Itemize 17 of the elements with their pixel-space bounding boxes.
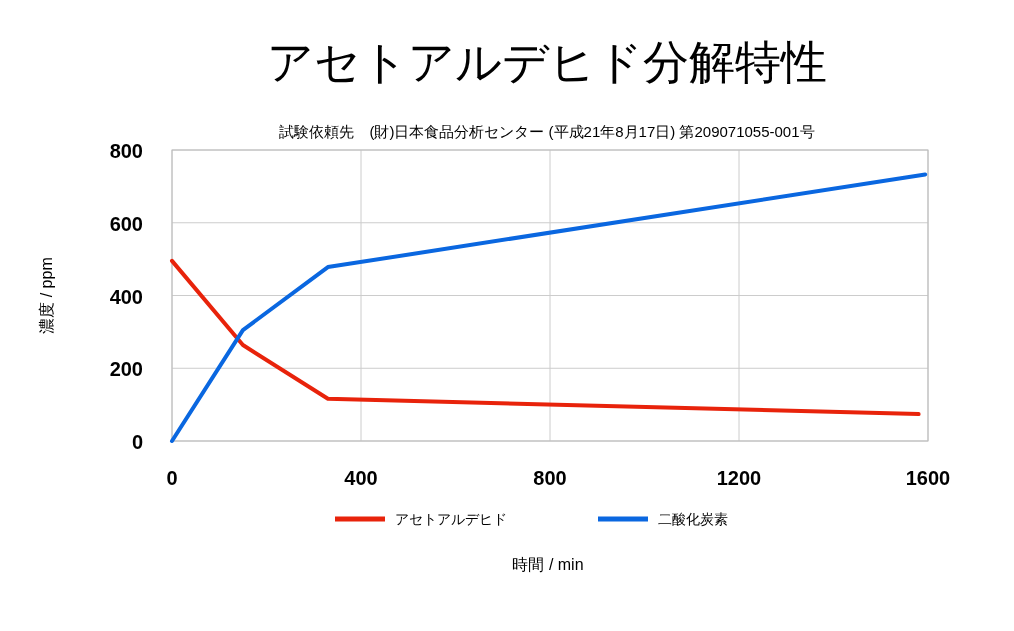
x-axis-title: 時間 / min (512, 556, 584, 573)
legend-label: 二酸化炭素 (658, 511, 728, 527)
line-series (170, 258, 921, 417)
chart-subtitle: 試験依頼先 (財)日本食品分析センター (平成21年8月17日) 第209071055-001号 (279, 123, 815, 140)
x-tick-label: 1200 (716, 467, 762, 489)
x-tick-label: 400 (344, 467, 378, 489)
y-tick-label: 400 (109, 285, 143, 308)
y-axis-title: 濃度 / ppm (38, 257, 55, 334)
x-tick-label: 1600 (905, 467, 951, 489)
chart-title: アセトアルデヒド分解特性 (267, 36, 827, 88)
y-tick-label: 800 (109, 140, 143, 162)
y-tick-label: 600 (109, 212, 143, 235)
x-tick-label: 800 (533, 467, 567, 489)
y-tick-label: 0 (131, 431, 143, 453)
y-tick-label: 200 (109, 358, 143, 381)
x-tick-label: 0 (166, 467, 178, 489)
legend-label: アセトアルデヒド (395, 511, 507, 527)
